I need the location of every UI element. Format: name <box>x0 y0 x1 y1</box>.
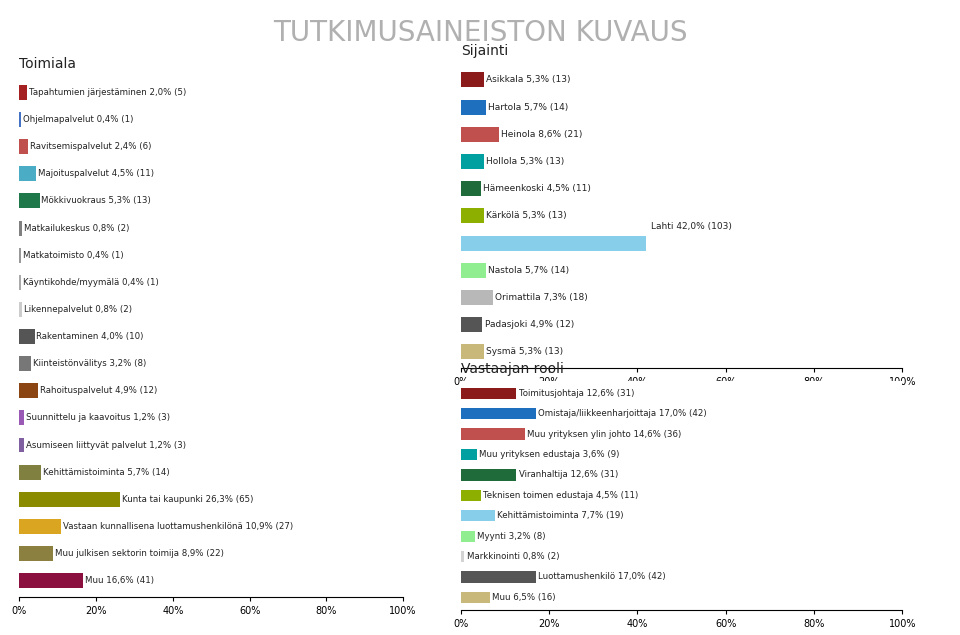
Text: Likennepalvelut 0,8% (2): Likennepalvelut 0,8% (2) <box>24 305 132 314</box>
Bar <box>19 438 24 453</box>
Bar <box>461 408 536 419</box>
Bar <box>461 72 484 88</box>
Text: Orimattila 7,3% (18): Orimattila 7,3% (18) <box>495 293 588 302</box>
Bar <box>19 519 61 534</box>
Bar <box>461 344 484 359</box>
Bar <box>19 166 36 181</box>
Text: Rahoituspalvelut 4,9% (12): Rahoituspalvelut 4,9% (12) <box>40 386 157 396</box>
Bar <box>461 387 516 399</box>
Bar <box>461 572 536 582</box>
Text: Muu julkisen sektorin toimija 8,9% (22): Muu julkisen sektorin toimija 8,9% (22) <box>56 549 225 558</box>
Bar <box>461 469 516 481</box>
Text: Kärkölä 5,3% (13): Kärkölä 5,3% (13) <box>487 211 567 220</box>
Text: Hämeenkoski 4,5% (11): Hämeenkoski 4,5% (11) <box>483 184 590 193</box>
Text: Tapahtumien järjestäminen 2,0% (5): Tapahtumien järjestäminen 2,0% (5) <box>29 88 186 97</box>
Text: Heinola 8,6% (21): Heinola 8,6% (21) <box>501 130 583 139</box>
Bar <box>19 492 120 507</box>
Text: Toimitusjohtaja 12,6% (31): Toimitusjohtaja 12,6% (31) <box>518 389 634 398</box>
Bar <box>19 85 27 100</box>
Text: Vastaajan rooli: Vastaajan rooli <box>461 362 564 376</box>
Bar <box>19 139 29 154</box>
Bar <box>461 530 475 542</box>
Text: Rakentaminen 4,0% (10): Rakentaminen 4,0% (10) <box>36 332 144 341</box>
Text: Vastaan kunnallisena luottamushenkilönä 10,9% (27): Vastaan kunnallisena luottamushenkilönä … <box>63 522 293 531</box>
Text: Kehittämistoiminta 7,7% (19): Kehittämistoiminta 7,7% (19) <box>497 511 623 520</box>
Bar <box>461 592 490 603</box>
Bar <box>461 263 486 278</box>
Text: Lahti 42,0% (103): Lahti 42,0% (103) <box>651 222 732 231</box>
Text: Matkatoimisto 0,4% (1): Matkatoimisto 0,4% (1) <box>23 251 123 260</box>
Text: Toimiala: Toimiala <box>19 57 76 71</box>
Text: Sysmä 5,3% (13): Sysmä 5,3% (13) <box>487 347 564 356</box>
Bar <box>19 112 21 127</box>
Bar <box>461 154 484 169</box>
Bar <box>19 248 21 263</box>
Text: Asikkala 5,3% (13): Asikkala 5,3% (13) <box>487 76 571 84</box>
Bar <box>461 490 481 501</box>
Text: Nastola 5,7% (14): Nastola 5,7% (14) <box>489 266 569 275</box>
Text: Viranhaltija 12,6% (31): Viranhaltija 12,6% (31) <box>518 471 618 479</box>
Text: Sijainti: Sijainti <box>461 44 508 58</box>
Text: Myynti 3,2% (8): Myynti 3,2% (8) <box>477 531 545 540</box>
Text: Luottamushenkilö 17,0% (42): Luottamushenkilö 17,0% (42) <box>538 572 665 582</box>
Text: Padasjoki 4,9% (12): Padasjoki 4,9% (12) <box>485 320 574 330</box>
Text: Hartola 5,7% (14): Hartola 5,7% (14) <box>489 102 568 112</box>
Bar <box>19 220 22 236</box>
Text: Muu 6,5% (16): Muu 6,5% (16) <box>492 593 555 602</box>
Bar <box>19 275 21 290</box>
Text: Markkinointi 0,8% (2): Markkinointi 0,8% (2) <box>467 552 559 561</box>
Bar <box>461 429 525 439</box>
Bar <box>461 449 477 460</box>
Text: Suunnittelu ja kaavoitus 1,2% (3): Suunnittelu ja kaavoitus 1,2% (3) <box>26 413 170 422</box>
Text: Matkailukeskus 0,8% (2): Matkailukeskus 0,8% (2) <box>24 224 130 232</box>
Text: Ravitsemispalvelut 2,4% (6): Ravitsemispalvelut 2,4% (6) <box>31 142 152 151</box>
Bar <box>461 510 494 521</box>
Text: Ohjelmapalvelut 0,4% (1): Ohjelmapalvelut 0,4% (1) <box>23 115 133 124</box>
Bar <box>461 208 484 224</box>
Text: Mökkivuokraus 5,3% (13): Mökkivuokraus 5,3% (13) <box>41 196 152 206</box>
Text: TUTKIMUSAINEISTON KUVAUS: TUTKIMUSAINEISTON KUVAUS <box>273 19 687 47</box>
Text: Kunta tai kaupunki 26,3% (65): Kunta tai kaupunki 26,3% (65) <box>122 495 253 504</box>
Bar <box>19 573 83 588</box>
Bar <box>19 356 32 371</box>
Bar <box>461 127 499 142</box>
Text: Muu yrityksen edustaja 3,6% (9): Muu yrityksen edustaja 3,6% (9) <box>479 450 619 459</box>
Bar <box>19 194 39 208</box>
Bar <box>461 181 481 196</box>
Bar <box>19 384 38 398</box>
Text: Asumiseen liittyvät palvelut 1,2% (3): Asumiseen liittyvät palvelut 1,2% (3) <box>26 441 185 450</box>
Text: Majoituspalvelut 4,5% (11): Majoituspalvelut 4,5% (11) <box>38 170 155 178</box>
Bar <box>19 302 22 317</box>
Bar <box>461 236 646 251</box>
Text: Muu yrityksen ylin johto 14,6% (36): Muu yrityksen ylin johto 14,6% (36) <box>527 429 682 439</box>
Text: Muu 16,6% (41): Muu 16,6% (41) <box>84 576 154 585</box>
Bar <box>19 546 54 561</box>
Bar <box>461 318 483 332</box>
Bar <box>19 465 41 479</box>
Text: Teknisen toimen edustaja 4,5% (11): Teknisen toimen edustaja 4,5% (11) <box>483 491 638 500</box>
Text: Kiinteistönvälitys 3,2% (8): Kiinteistönvälitys 3,2% (8) <box>34 359 147 368</box>
Bar <box>461 290 493 305</box>
Bar <box>19 329 35 344</box>
Text: Kehittämistoiminta 5,7% (14): Kehittämistoiminta 5,7% (14) <box>43 467 170 477</box>
Text: Omistaja/liikkeenharjoittaja 17,0% (42): Omistaja/liikkeenharjoittaja 17,0% (42) <box>538 409 707 418</box>
Text: Hollola 5,3% (13): Hollola 5,3% (13) <box>487 157 564 166</box>
Bar <box>19 410 24 425</box>
Text: Käyntikohde/myymälä 0,4% (1): Käyntikohde/myymälä 0,4% (1) <box>23 277 158 287</box>
Bar <box>461 551 465 562</box>
Bar <box>461 100 486 114</box>
